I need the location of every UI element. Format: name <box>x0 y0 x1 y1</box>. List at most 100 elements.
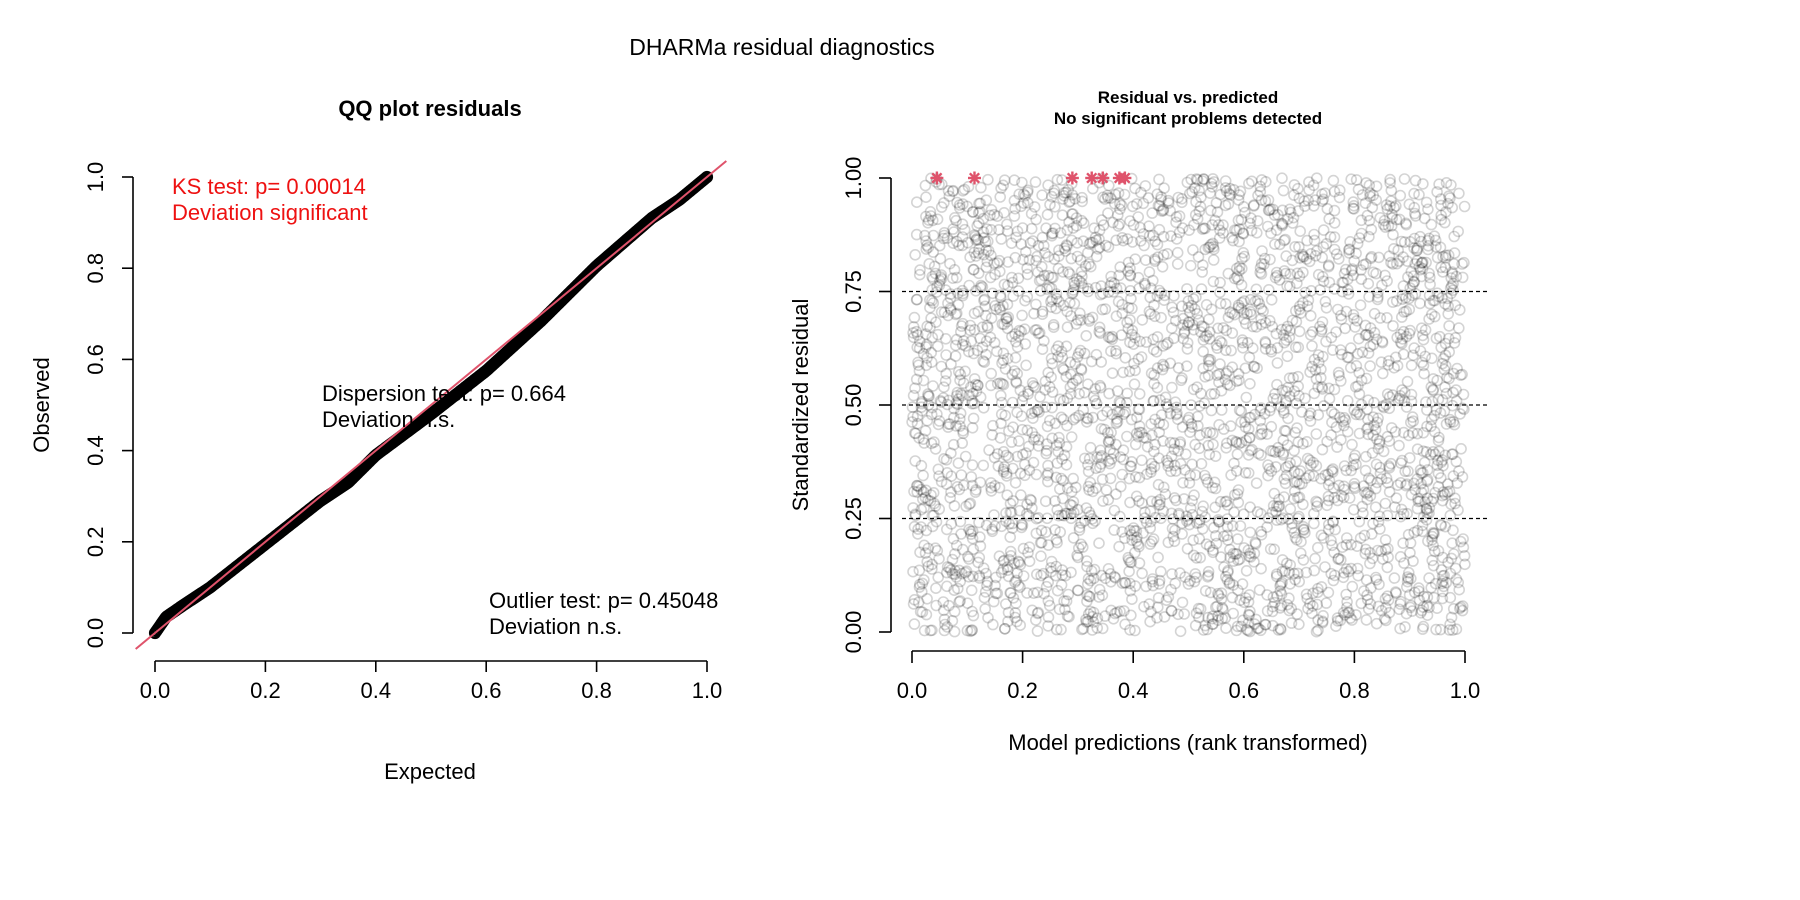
residual-point <box>1275 323 1288 336</box>
residual-point <box>954 325 967 338</box>
residual-point <box>1061 482 1074 494</box>
residual-point <box>1198 397 1211 410</box>
residual-point <box>1242 624 1254 637</box>
residual-point <box>1063 610 1075 623</box>
residual-point <box>1096 589 1109 602</box>
residual-point <box>1066 208 1078 220</box>
residual-point <box>1398 306 1410 318</box>
residual-point <box>956 231 969 243</box>
residual-point <box>991 257 1004 269</box>
residual-point <box>1001 489 1014 502</box>
residual-point <box>1050 471 1063 484</box>
residual-point <box>962 570 975 583</box>
residual-point <box>1450 270 1463 283</box>
residual-point <box>911 479 924 492</box>
residual-point <box>1040 222 1052 234</box>
residual-point <box>1099 610 1111 622</box>
residual-point <box>1017 188 1030 200</box>
residual-point <box>1444 413 1456 426</box>
residual-point <box>1058 509 1071 522</box>
residual-point <box>954 374 966 387</box>
residual-point <box>1088 563 1101 576</box>
residual-point <box>1419 496 1431 508</box>
residual-point <box>1006 517 1019 530</box>
residual-point <box>1393 439 1405 452</box>
residual-point <box>997 445 1010 458</box>
residual-point <box>1215 551 1227 563</box>
residual-point <box>985 485 998 497</box>
residual-point <box>962 345 975 358</box>
residual-point <box>1302 194 1314 207</box>
residual-point <box>1248 199 1260 211</box>
residual-point <box>1087 616 1100 628</box>
residual-point <box>1167 306 1180 319</box>
residual-point <box>1140 580 1152 593</box>
residual-point <box>948 402 960 415</box>
residual-point <box>1055 579 1068 591</box>
residual-point <box>973 570 986 582</box>
residual-point <box>1239 421 1252 433</box>
residual-point <box>1001 225 1014 237</box>
residual-point <box>1082 378 1094 391</box>
residual-point <box>916 404 928 417</box>
residual-point <box>907 389 920 402</box>
residual-point <box>1303 469 1316 482</box>
qq-plot-title: QQ plot residuals <box>338 96 521 121</box>
residual-point <box>1233 260 1246 273</box>
residual-point <box>973 197 985 210</box>
residual-point <box>991 448 1004 460</box>
residual-point <box>1144 308 1157 320</box>
dispersion-deviation-text: Deviation n.s. <box>322 407 455 432</box>
residual-point <box>988 451 1001 464</box>
residual-point <box>1458 403 1470 416</box>
residual-point <box>1275 400 1287 413</box>
residual-point <box>995 520 1008 533</box>
residual-point <box>1129 624 1141 637</box>
residual-point <box>1350 458 1362 471</box>
residual-point <box>1036 305 1049 318</box>
residual-point <box>1045 371 1057 384</box>
residual-point <box>1265 444 1277 457</box>
residual-point <box>1042 467 1054 479</box>
residual-point <box>1443 190 1455 202</box>
residual-point <box>1362 486 1374 499</box>
residual-point <box>1011 225 1024 238</box>
residual-point <box>1138 600 1150 613</box>
residual-point <box>1036 343 1049 356</box>
residual-point <box>926 214 939 227</box>
residual-point <box>1420 503 1433 516</box>
residual-point <box>1013 324 1026 337</box>
residual-point <box>1111 606 1123 619</box>
residual-point <box>1041 438 1053 450</box>
residual-point <box>1220 367 1232 380</box>
residual-point <box>1152 551 1164 564</box>
residual-point <box>1114 261 1126 273</box>
residual-point <box>1351 406 1364 419</box>
residual-point <box>1331 441 1343 453</box>
residual-point <box>910 373 923 386</box>
residual-point <box>1275 513 1287 526</box>
residual-point <box>929 267 942 280</box>
residual-point <box>1341 273 1354 286</box>
residual-point <box>1228 506 1240 519</box>
residual-point <box>1039 375 1052 388</box>
residual-point <box>1412 492 1424 505</box>
residual-point <box>1407 270 1420 282</box>
residual-point <box>1237 201 1250 213</box>
residual-point <box>1382 476 1394 489</box>
residual-point <box>1162 336 1174 349</box>
residual-point <box>1086 624 1099 636</box>
residual-point <box>1399 386 1411 399</box>
residual-point <box>997 378 1010 391</box>
residual-point <box>1435 519 1448 532</box>
residual-point <box>913 365 926 377</box>
residual-point <box>1352 380 1364 392</box>
residual-point <box>1281 350 1294 363</box>
residual-point <box>1287 371 1299 384</box>
residual-point <box>917 374 930 387</box>
residual-point <box>1404 236 1416 248</box>
residual-point <box>1157 358 1169 371</box>
residual-point <box>927 380 939 392</box>
residual-point <box>1437 352 1450 365</box>
residual-point <box>1154 498 1166 511</box>
